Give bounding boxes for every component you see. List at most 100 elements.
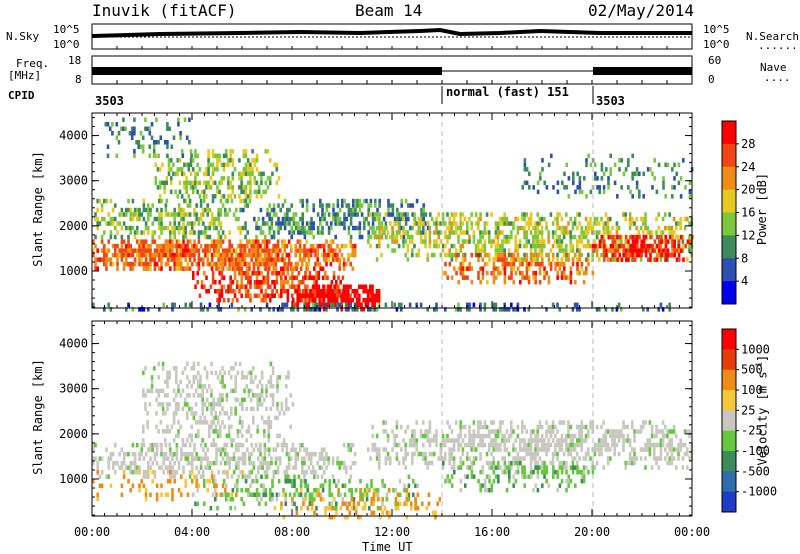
power-cell <box>220 194 224 199</box>
velocity-cell <box>525 447 528 452</box>
power-cell <box>563 185 566 190</box>
power-cell <box>558 234 561 240</box>
power-cell <box>556 243 559 249</box>
power-cell <box>98 257 102 262</box>
power-cell <box>558 307 561 312</box>
power-cell <box>617 257 621 262</box>
power-cell <box>609 243 613 249</box>
power-cell <box>404 239 407 244</box>
velocity-cell <box>348 479 351 484</box>
power-cell <box>417 216 421 222</box>
power-cell <box>358 234 362 240</box>
power-cell <box>202 180 206 186</box>
velocity-cell <box>276 379 279 385</box>
power-cell <box>342 257 346 262</box>
power-cell <box>104 122 108 127</box>
power-cell <box>607 180 610 186</box>
power-cell <box>583 176 586 181</box>
velocity-cell <box>635 456 638 461</box>
velocity-cell <box>265 393 268 398</box>
power-cell <box>589 243 592 249</box>
velocity-cell <box>258 501 261 506</box>
power-cell <box>389 221 392 226</box>
power-cell <box>290 203 293 208</box>
velocity-cell <box>549 433 553 439</box>
power-cell <box>592 243 595 249</box>
velocity-cell <box>453 469 456 475</box>
power-cell <box>109 234 113 240</box>
velocity-cell <box>197 370 200 376</box>
power-cell <box>257 185 261 190</box>
power-cell <box>314 252 317 258</box>
power-cell <box>131 248 135 253</box>
power-cell <box>220 293 224 298</box>
power-cell <box>519 279 522 285</box>
power-cell <box>367 207 370 213</box>
power-cell <box>450 212 454 217</box>
velocity-cell <box>512 447 515 452</box>
velocity-cell <box>197 393 200 398</box>
power-cell <box>268 176 272 181</box>
power-cell <box>671 194 674 199</box>
power-cell <box>127 302 130 308</box>
power-cell <box>571 261 575 267</box>
power-cell <box>266 275 270 280</box>
velocity-cell <box>252 393 255 398</box>
velocity-cell <box>642 447 645 452</box>
power-cell <box>343 198 346 204</box>
power-cell <box>208 261 212 267</box>
velocity-cell <box>541 483 544 488</box>
velocity-cell <box>111 451 115 457</box>
power-cell <box>251 271 254 276</box>
power-cell <box>642 230 645 235</box>
power-cell <box>600 167 604 172</box>
velocity-cell <box>120 465 124 470</box>
power-cell <box>571 248 575 253</box>
power-cell <box>150 135 154 140</box>
power-cell <box>148 144 152 149</box>
power-cell <box>486 279 489 285</box>
power-cell <box>571 307 575 312</box>
velocity-cell <box>125 451 128 457</box>
velocity-cell <box>496 447 500 452</box>
power-cell <box>188 117 191 122</box>
power-echo-region <box>104 117 193 158</box>
power-cell <box>277 221 280 226</box>
velocity-cell <box>499 424 502 430</box>
power-cell <box>106 122 110 127</box>
power-cell <box>195 216 198 222</box>
power-cell <box>631 176 634 181</box>
power-cell <box>210 212 214 217</box>
power-cell <box>306 266 309 271</box>
power-cell <box>221 230 225 235</box>
velocity-cell <box>263 429 266 434</box>
velocity-cell <box>131 460 135 466</box>
power-cell <box>308 230 311 235</box>
power-cell <box>266 271 270 276</box>
power-cell <box>602 225 605 231</box>
velocity-cell <box>543 447 546 452</box>
power-cell <box>523 162 527 168</box>
power-cell <box>640 239 643 244</box>
velocity-cell <box>149 447 152 452</box>
power-cell <box>627 185 630 190</box>
velocity-cell <box>267 438 270 443</box>
velocity-cell <box>464 474 467 479</box>
power-cell <box>398 230 401 235</box>
power-cell <box>268 158 272 163</box>
power-cell <box>358 230 362 235</box>
velocity-cell <box>186 361 189 367</box>
power-cell <box>299 198 302 204</box>
velocity-cell <box>144 492 148 497</box>
velocity-cell <box>173 474 176 479</box>
velocity-cell <box>153 456 157 461</box>
velocity-cell <box>543 474 546 479</box>
power-cell <box>514 239 517 244</box>
velocity-cell <box>411 442 414 448</box>
velocity-cell <box>250 442 253 448</box>
power-cell <box>140 248 143 253</box>
power-cell <box>157 153 160 158</box>
power-cell <box>334 248 337 253</box>
velocity-cell <box>624 438 627 443</box>
power-cell <box>459 270 463 276</box>
